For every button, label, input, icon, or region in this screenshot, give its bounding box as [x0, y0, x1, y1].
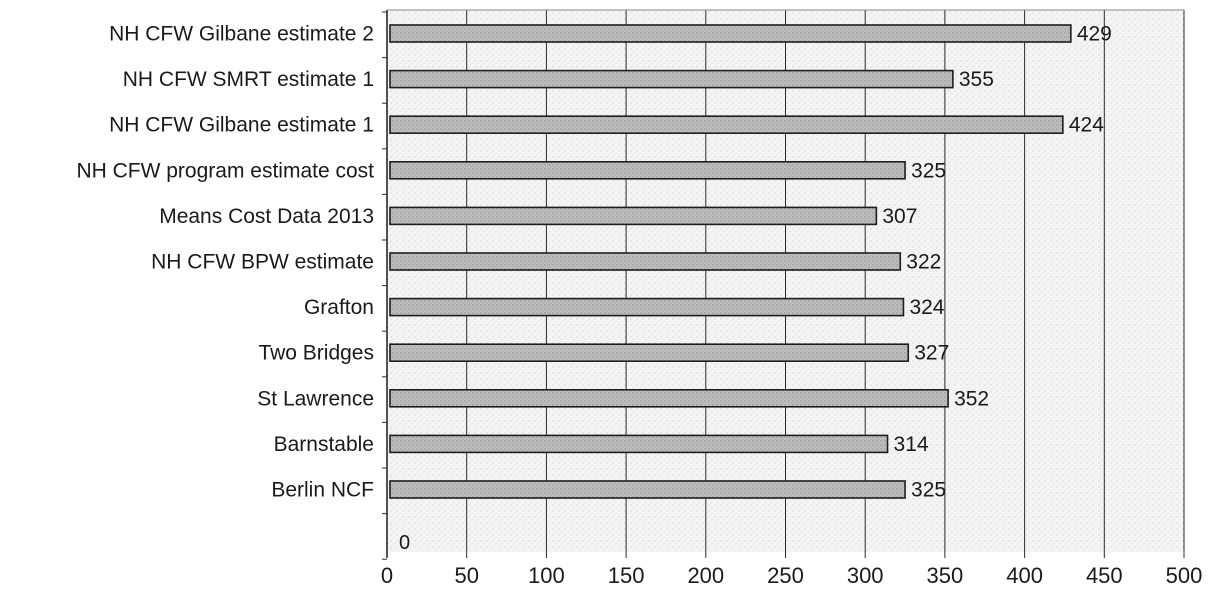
category-label: NH CFW Gilbane estimate 1	[109, 114, 374, 137]
category-label: NH CFW Gilbane estimate 2	[109, 23, 374, 46]
category-label: Barnstable	[274, 433, 374, 456]
x-axis-ticks: 0 50 100 150 200 250 300 350 400 450 500	[381, 563, 1202, 588]
category-label: NH CFW BPW estimate	[151, 251, 374, 274]
category-label: NH CFW SMRT estimate 1	[123, 68, 374, 91]
category-label: Berlin NCF	[271, 479, 374, 502]
bar	[389, 206, 878, 226]
grid-lines	[382, 9, 1185, 560]
value-label: 327	[914, 342, 949, 365]
category-label: St Lawrence	[257, 387, 374, 410]
bar	[389, 252, 902, 271]
x-tick-label-200: 200	[687, 563, 724, 588]
labels: NH CFW Gilbane estimate 2 429 NH CFW SMRT …	[76, 23, 1111, 555]
bar	[389, 161, 906, 180]
x-tick-label-0: 0	[381, 563, 393, 588]
value-label: 307	[882, 205, 917, 228]
bar	[389, 434, 889, 454]
category-label: Two Bridges	[258, 342, 374, 365]
x-tick-label-350: 350	[927, 563, 964, 588]
value-label: 314	[894, 433, 929, 456]
value-label: 325	[911, 479, 946, 502]
x-tick-label-50: 50	[454, 563, 478, 588]
bar	[389, 480, 906, 499]
x-tick-label-150: 150	[608, 563, 645, 588]
x-tick-label-300: 300	[847, 563, 884, 588]
value-label: 324	[909, 296, 944, 319]
category-label: Means Cost Data 2013	[159, 205, 374, 228]
value-label: 424	[1069, 114, 1104, 137]
x-tick-label-500: 500	[1166, 563, 1203, 588]
x-tick-label-450: 450	[1086, 563, 1123, 588]
category-label: NH CFW program estimate cost	[76, 159, 374, 182]
value-label: 322	[906, 251, 941, 274]
bars	[389, 24, 1072, 499]
value-label: 0	[399, 532, 410, 554]
bar	[389, 69, 954, 89]
value-label: 355	[959, 68, 994, 91]
bar	[389, 343, 910, 363]
value-label: 325	[911, 159, 946, 182]
bar	[389, 297, 905, 317]
bar	[389, 115, 1064, 134]
value-label: 352	[954, 387, 989, 410]
value-label: 429	[1077, 23, 1112, 46]
x-tick-label-100: 100	[528, 563, 565, 588]
x-tick-label-400: 400	[1006, 563, 1043, 588]
bar	[389, 24, 1072, 43]
x-tick-label-250: 250	[767, 563, 804, 588]
category-label: Grafton	[304, 296, 374, 319]
bar	[389, 388, 949, 408]
